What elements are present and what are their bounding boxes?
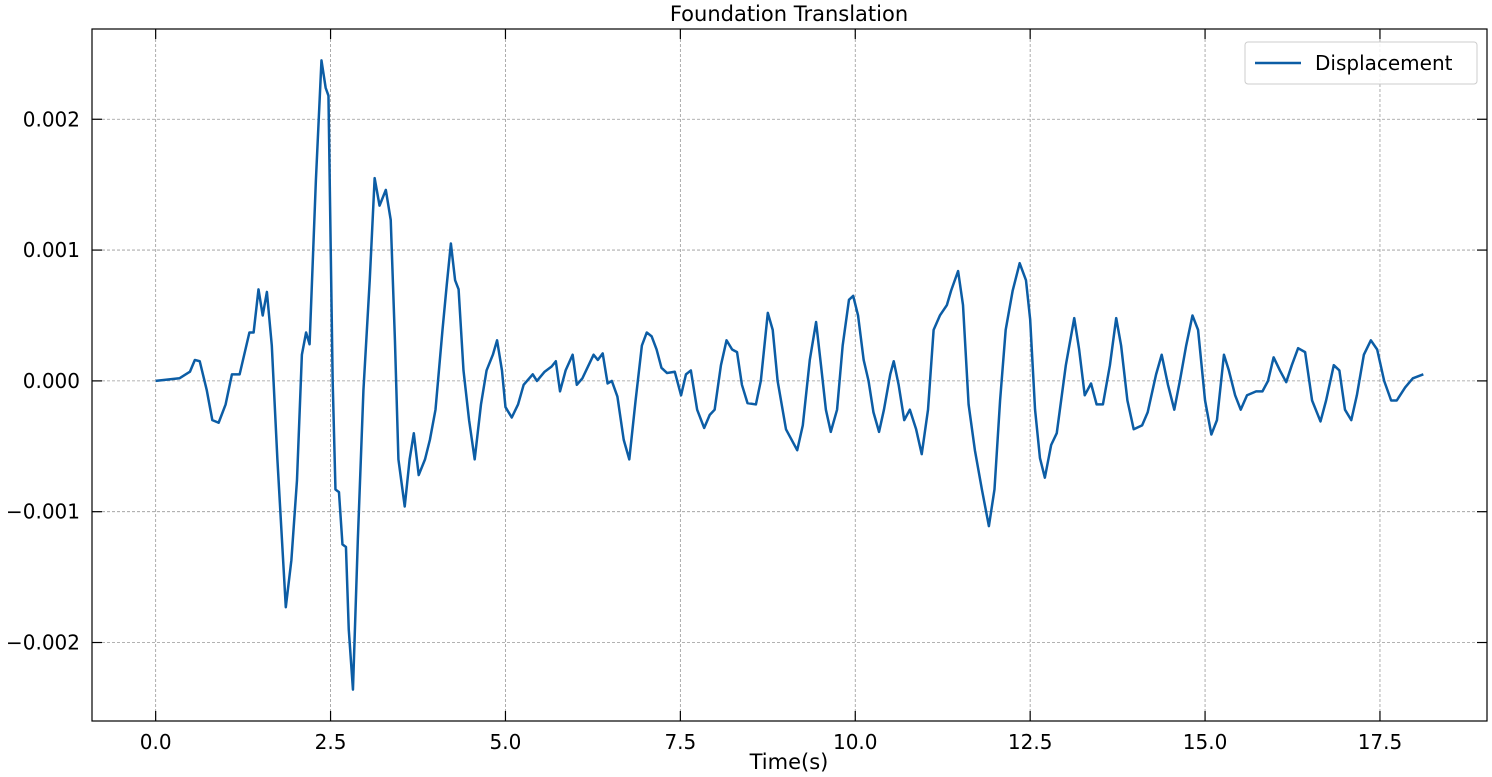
x-tick-label: 5.0 <box>490 730 522 754</box>
x-tick-label: 2.5 <box>315 730 347 754</box>
plot-frame <box>91 28 1488 722</box>
chart-title: Foundation Translation <box>670 2 908 26</box>
y-tick-label: 0.002 <box>23 107 80 131</box>
data-line <box>155 59 1424 691</box>
x-tick-label: 17.5 <box>1358 730 1403 754</box>
y-tick-label: −0.001 <box>6 500 80 524</box>
x-tick-label: 15.0 <box>1183 730 1228 754</box>
y-tick-label: −0.002 <box>6 631 80 655</box>
y-tick-label: 0.000 <box>23 369 80 393</box>
x-axis-label: Time(s) <box>749 750 829 774</box>
x-tick-label: 0.0 <box>140 730 172 754</box>
x-tick-label: 7.5 <box>664 730 696 754</box>
y-tick-label: 0.001 <box>23 238 80 262</box>
legend-label: Displacement <box>1315 51 1453 75</box>
legend-box <box>1244 41 1478 85</box>
x-tick-label: 10.0 <box>833 730 878 754</box>
x-tick-label: 12.5 <box>1008 730 1053 754</box>
legend: Displacement <box>1244 41 1478 85</box>
